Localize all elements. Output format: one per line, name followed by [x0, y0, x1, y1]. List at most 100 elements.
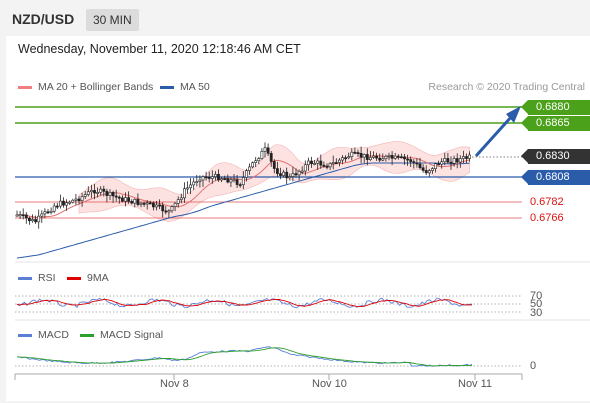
candle-body — [139, 202, 143, 205]
rsi-30-label: 30 — [530, 307, 543, 319]
legend-ma50-swatch — [160, 85, 174, 89]
candle-body — [260, 151, 264, 159]
timeframe-badge[interactable]: 30 MIN — [86, 9, 139, 31]
candle-body — [127, 197, 131, 202]
candle-body — [430, 168, 434, 171]
candle-body — [378, 157, 382, 161]
macd-zero-label: 0 — [530, 360, 537, 372]
candle-body — [291, 173, 295, 177]
candle-body — [303, 164, 307, 172]
candle-body — [275, 168, 279, 174]
candle-body — [248, 166, 251, 171]
candle-body — [214, 174, 217, 177]
candle-body — [117, 196, 121, 199]
candle-body — [220, 178, 224, 181]
candle-body — [415, 162, 419, 165]
macd-line — [16, 346, 473, 367]
candle-body — [121, 197, 124, 202]
candle-body — [176, 199, 180, 204]
candle-body — [461, 156, 465, 159]
candle-body — [272, 161, 276, 169]
candle-body — [269, 153, 273, 162]
candle-body — [142, 202, 146, 205]
candle-body — [424, 170, 428, 174]
candle-body — [319, 160, 323, 166]
candle-body — [195, 181, 199, 183]
legend-macd-signal: MACD Signal — [80, 329, 163, 341]
candle-body — [452, 158, 456, 164]
support1-label: 0.6782 — [530, 196, 564, 208]
candle-body — [96, 192, 100, 194]
candle-body — [74, 198, 78, 201]
x-label-nov11: Nov 11 — [458, 378, 493, 390]
candle-body — [434, 163, 437, 169]
candle-body — [455, 158, 459, 163]
candle-body — [387, 154, 391, 157]
candle-body — [111, 191, 115, 197]
instrument-title: NZD/USD — [12, 11, 75, 27]
candle-body — [21, 214, 25, 217]
candle-body — [152, 202, 155, 208]
candle-body — [375, 155, 379, 159]
candle-body — [99, 188, 103, 193]
legend-rsi: RSI — [18, 272, 56, 284]
candle-body — [114, 195, 118, 198]
forecast-arrowhead — [506, 106, 521, 123]
bollinger-band — [78, 141, 470, 222]
current-price-tag: 0.6830 — [521, 149, 590, 164]
candle-body — [300, 170, 304, 173]
candle-body — [18, 214, 22, 217]
candle-body — [399, 156, 403, 159]
candle-body — [288, 176, 292, 179]
candle-body — [403, 156, 406, 160]
candle-body — [55, 205, 59, 208]
candle-body — [130, 201, 134, 204]
candle-body — [198, 179, 202, 182]
candle-body — [297, 170, 301, 176]
candle-body — [254, 160, 258, 163]
candle-body — [173, 203, 177, 207]
legend-macd: MACD — [18, 329, 69, 341]
x-label-nov8: Nov 8 — [160, 378, 189, 390]
candle-body — [164, 210, 168, 213]
candle-body — [356, 152, 360, 155]
candle-body — [93, 190, 96, 194]
candle-body — [136, 199, 140, 205]
candle-body — [155, 204, 158, 208]
rsi-70-label: 70 — [530, 290, 543, 302]
candle-body — [341, 157, 344, 161]
candle-body — [468, 154, 472, 159]
candle-body — [161, 205, 165, 212]
legend-ma50: MA 50 — [160, 81, 210, 93]
candle-body — [421, 167, 425, 171]
candle-body — [337, 159, 341, 163]
candle-body — [65, 202, 69, 206]
credit-text: Research © 2020 Trading Central — [428, 81, 585, 93]
candle-body — [40, 213, 44, 217]
candle-body — [344, 157, 348, 160]
candle-body — [251, 162, 255, 168]
candle-body — [384, 155, 388, 160]
rsi-9ma-line — [16, 298, 472, 308]
candle-body — [204, 176, 208, 179]
candle-body — [458, 158, 462, 163]
legend-ma20: MA 20 + Bollinger Bands — [18, 81, 153, 93]
candle-body — [443, 158, 447, 163]
candle-body — [396, 155, 400, 158]
candle-body — [179, 197, 183, 200]
candle-body — [189, 184, 193, 189]
candle-body — [294, 173, 298, 176]
candle-body — [440, 161, 444, 165]
candle-body — [418, 163, 422, 169]
candle-body — [58, 200, 62, 207]
candle-body — [167, 210, 171, 213]
candle-body — [359, 153, 363, 158]
candle-body — [31, 219, 34, 222]
candle-body — [350, 151, 354, 157]
candle-body — [347, 156, 351, 159]
candle-body — [282, 171, 286, 176]
candle-body — [353, 151, 357, 154]
legend-ma20-swatch — [18, 85, 32, 89]
candle-body — [49, 210, 53, 213]
